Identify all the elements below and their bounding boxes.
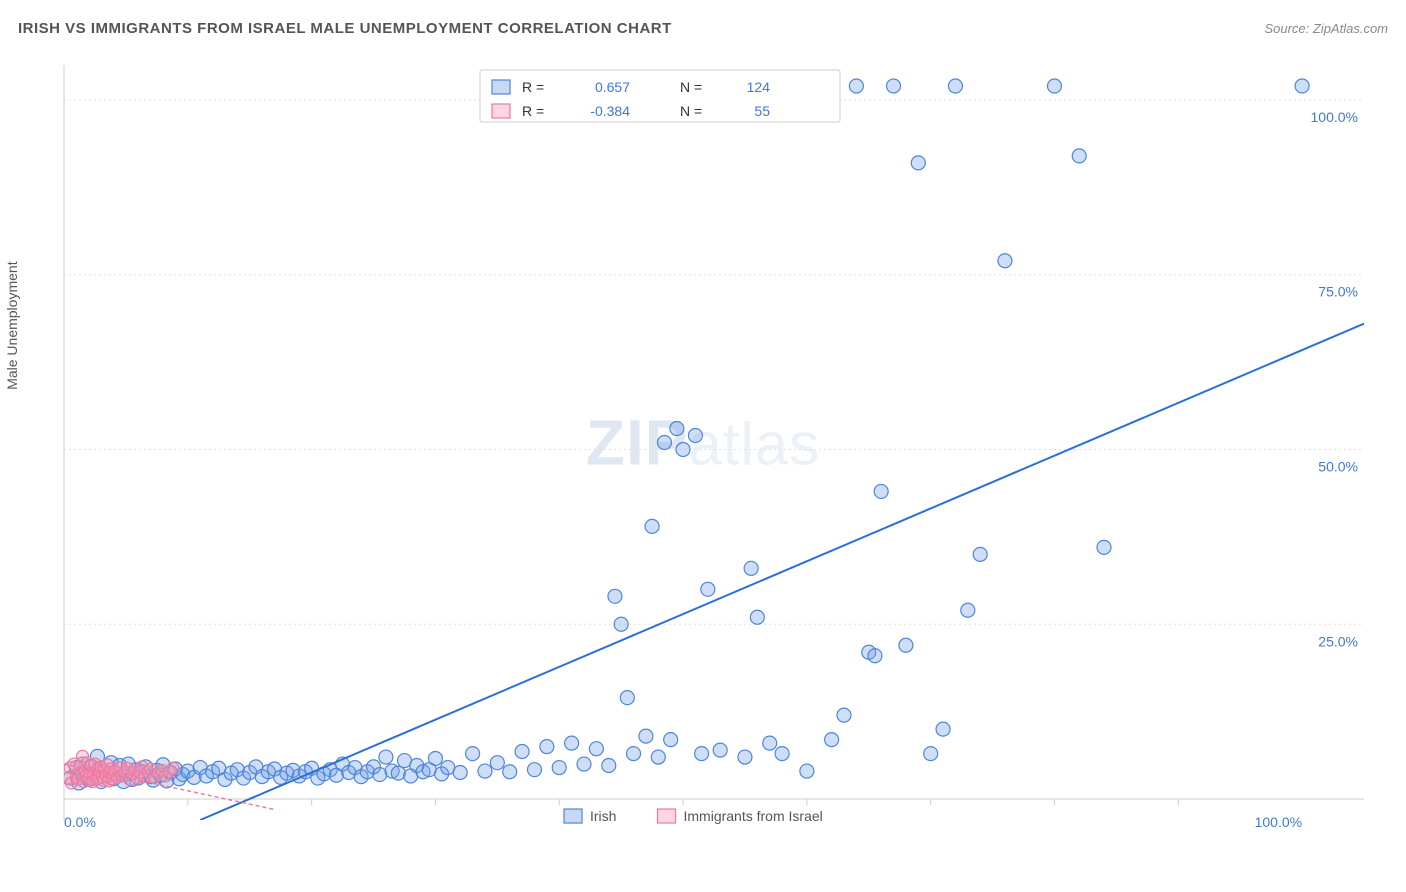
data-point <box>911 156 925 170</box>
data-point <box>800 764 814 778</box>
data-point <box>1047 79 1061 93</box>
data-point <box>750 610 764 624</box>
data-point <box>645 519 659 533</box>
data-point <box>651 750 665 764</box>
data-point <box>874 484 888 498</box>
data-point <box>373 768 387 782</box>
data-point <box>1295 79 1309 93</box>
scatter-chart: 25.0% 50.0% 75.0% 100.0% 0.0% 100.0% R = 0.657 N… <box>50 55 1385 855</box>
legend-n-label: N = <box>680 79 702 95</box>
chart-header: IRISH VS IMMIGRANTS FROM ISRAEL MALE UNE… <box>18 20 1388 37</box>
data-point <box>695 747 709 761</box>
data-point <box>998 254 1012 268</box>
data-point <box>379 750 393 764</box>
data-point <box>775 747 789 761</box>
data-point <box>503 765 517 779</box>
data-point <box>540 740 554 754</box>
data-point <box>738 750 752 764</box>
data-point <box>589 742 603 756</box>
data-point <box>868 649 882 663</box>
data-point <box>428 751 442 765</box>
y-axis-label: Male Unemployment <box>4 261 20 389</box>
data-point <box>552 761 566 775</box>
legend-n-label: N = <box>680 103 702 119</box>
data-point <box>627 747 641 761</box>
data-point <box>924 747 938 761</box>
data-point <box>670 422 684 436</box>
data-point <box>490 756 504 770</box>
x-tick-label: 0.0% <box>64 814 96 830</box>
data-point <box>527 763 541 777</box>
data-point <box>167 762 179 774</box>
data-point <box>701 582 715 596</box>
y-tick-label: 50.0% <box>1318 458 1358 474</box>
legend-r-value: 0.657 <box>595 79 630 95</box>
series-label: Immigrants from Israel <box>684 808 823 824</box>
data-point <box>608 589 622 603</box>
data-point <box>713 743 727 757</box>
data-point <box>688 429 702 443</box>
data-point <box>837 708 851 722</box>
data-point <box>453 765 467 779</box>
data-point <box>763 736 777 750</box>
data-point <box>1072 149 1086 163</box>
data-point <box>676 442 690 456</box>
data-point <box>620 691 634 705</box>
data-point <box>639 729 653 743</box>
legend-r-label: R = <box>522 103 544 119</box>
chart-source: Source: ZipAtlas.com <box>1264 21 1388 36</box>
data-point <box>565 736 579 750</box>
chart-title: IRISH VS IMMIGRANTS FROM ISRAEL MALE UNE… <box>18 20 672 37</box>
data-point <box>744 561 758 575</box>
data-point <box>973 547 987 561</box>
data-point <box>948 79 962 93</box>
data-point <box>577 757 591 771</box>
y-tick-label: 75.0% <box>1318 284 1358 300</box>
data-point <box>391 766 405 780</box>
trend-line <box>200 324 1364 820</box>
data-point <box>887 79 901 93</box>
legend-r-label: R = <box>522 79 544 95</box>
data-point <box>478 764 492 778</box>
data-point <box>657 436 671 450</box>
data-point <box>899 638 913 652</box>
legend-n-value: 124 <box>747 79 771 95</box>
x-tick-label: 100.0% <box>1255 814 1302 830</box>
legend-n-value: 55 <box>754 103 770 119</box>
data-point <box>614 617 628 631</box>
data-point <box>1097 540 1111 554</box>
legend-r-value: -0.384 <box>590 103 630 119</box>
data-point <box>825 733 839 747</box>
data-point <box>602 758 616 772</box>
series-swatch <box>564 809 582 823</box>
data-point <box>515 744 529 758</box>
data-point <box>936 722 950 736</box>
series-label: Irish <box>590 808 616 824</box>
data-point <box>961 603 975 617</box>
y-tick-label: 25.0% <box>1318 633 1358 649</box>
data-point <box>466 747 480 761</box>
legend-swatch <box>492 80 510 94</box>
y-tick-label: 100.0% <box>1311 109 1358 125</box>
legend-swatch <box>492 104 510 118</box>
data-point <box>849 79 863 93</box>
data-point <box>664 733 678 747</box>
series-swatch <box>658 809 676 823</box>
